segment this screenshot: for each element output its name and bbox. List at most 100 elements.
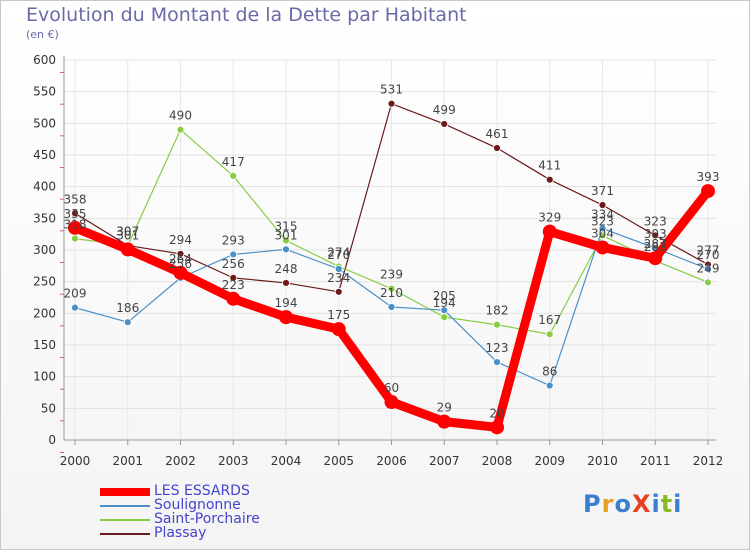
data-label: 323 bbox=[591, 214, 614, 228]
data-point bbox=[598, 201, 607, 209]
data-point bbox=[176, 125, 185, 134]
data-point bbox=[71, 303, 79, 312]
x-tick-label: 2010 bbox=[587, 454, 618, 468]
data-point bbox=[120, 242, 135, 257]
data-point bbox=[71, 209, 79, 218]
y-tick-label: 350 bbox=[33, 211, 56, 225]
data-label: 256 bbox=[222, 257, 245, 271]
legend-label: LES ESSARDS bbox=[154, 483, 250, 499]
x-tick-label: 2007 bbox=[429, 454, 460, 468]
data-label: 293 bbox=[222, 233, 245, 247]
chart-title: Evolution du Montant de la Dette par Hab… bbox=[26, 4, 467, 26]
data-point bbox=[334, 265, 343, 273]
data-label: 194 bbox=[433, 296, 456, 310]
data-label: 182 bbox=[486, 304, 509, 318]
data-point bbox=[545, 175, 554, 184]
data-point bbox=[331, 322, 346, 337]
legend-swatch bbox=[100, 533, 150, 535]
data-label: 123 bbox=[486, 341, 509, 355]
x-tick-label: 2009 bbox=[534, 454, 565, 468]
data-label: 294 bbox=[169, 233, 192, 247]
y-tick-label: 150 bbox=[33, 338, 56, 352]
data-point bbox=[229, 250, 238, 259]
data-label: 256 bbox=[169, 257, 192, 271]
data-label: 335 bbox=[64, 207, 87, 221]
data-label: 264 bbox=[169, 252, 192, 266]
data-point bbox=[701, 184, 715, 199]
y-tick-label: 0 bbox=[48, 433, 56, 447]
y-tick-label: 500 bbox=[33, 116, 56, 130]
data-label: 277 bbox=[697, 244, 720, 258]
data-label: 234 bbox=[327, 271, 350, 285]
data-label: 287 bbox=[644, 237, 667, 251]
data-label: 315 bbox=[275, 220, 298, 234]
data-point bbox=[282, 279, 290, 287]
data-label: 301 bbox=[275, 228, 298, 242]
data-point bbox=[437, 414, 452, 429]
data-label: 270 bbox=[697, 248, 720, 262]
data-label: 223 bbox=[222, 278, 245, 292]
y-tick-label: 300 bbox=[33, 243, 56, 257]
data-point bbox=[387, 99, 396, 108]
data-point bbox=[490, 420, 504, 435]
data-point bbox=[493, 358, 501, 367]
data-point bbox=[545, 330, 554, 339]
data-labels: 358 307 294 256 248 234 531 499 461 411 371 323 277 3… bbox=[64, 83, 720, 421]
data-label: 20 bbox=[489, 406, 504, 420]
data-label: 86 bbox=[542, 365, 557, 379]
data-point bbox=[545, 381, 554, 390]
x-tick-label: 2006 bbox=[376, 454, 407, 468]
data-label: 411 bbox=[538, 159, 561, 173]
data-label: 205 bbox=[433, 289, 456, 303]
data-point bbox=[542, 224, 557, 239]
data-label: 334 bbox=[591, 207, 614, 221]
data-label: 358 bbox=[64, 192, 87, 206]
data-point bbox=[123, 318, 132, 327]
data-point bbox=[595, 240, 610, 255]
x-tick-label: 2002 bbox=[165, 454, 196, 468]
data-label: 393 bbox=[697, 170, 720, 184]
x-tick-label: 2000 bbox=[60, 454, 91, 468]
x-tick-label: 2012 bbox=[693, 454, 724, 468]
data-label: 531 bbox=[380, 83, 403, 97]
series-layer bbox=[68, 99, 715, 435]
data-point bbox=[704, 278, 712, 287]
data-label: 417 bbox=[222, 155, 245, 169]
data-label: 490 bbox=[169, 109, 192, 123]
data-point bbox=[493, 144, 501, 152]
x-tick-label: 2004 bbox=[271, 454, 302, 468]
legend-label: Soulignonne bbox=[154, 497, 241, 513]
data-point bbox=[68, 220, 82, 235]
data-point bbox=[648, 251, 663, 266]
data-label: 60 bbox=[384, 381, 399, 395]
data-label: 301 bbox=[116, 228, 139, 242]
data-point bbox=[334, 287, 343, 296]
data-point bbox=[384, 395, 399, 409]
data-label: 29 bbox=[437, 401, 452, 415]
y-tick-label: 50 bbox=[41, 401, 56, 415]
data-label: 303 bbox=[644, 227, 667, 241]
data-label: 175 bbox=[327, 308, 350, 322]
data-label: 167 bbox=[538, 313, 561, 327]
legend-swatch bbox=[100, 505, 150, 507]
x-tick-label: 2001 bbox=[112, 454, 143, 468]
legend-swatch bbox=[100, 519, 150, 521]
data-label: 239 bbox=[380, 268, 403, 282]
data-point bbox=[387, 303, 396, 311]
data-point bbox=[279, 310, 293, 325]
chart-subtitle: (en €) bbox=[26, 28, 59, 41]
data-label: 323 bbox=[644, 214, 667, 228]
x-tick-label: 2011 bbox=[640, 454, 671, 468]
data-point bbox=[176, 249, 185, 258]
data-label: 304 bbox=[591, 226, 614, 240]
grid bbox=[64, 59, 716, 441]
x-tick-label: 2008 bbox=[482, 454, 513, 468]
y-tick-label: 100 bbox=[33, 370, 56, 384]
data-label: 461 bbox=[486, 127, 509, 141]
x-tick-label: 2005 bbox=[323, 454, 354, 468]
y-tick-label: 200 bbox=[33, 306, 56, 320]
y-tick-label: 600 bbox=[33, 53, 56, 67]
data-label: 371 bbox=[591, 184, 614, 198]
data-label: 270 bbox=[327, 248, 350, 262]
data-point bbox=[440, 306, 449, 315]
